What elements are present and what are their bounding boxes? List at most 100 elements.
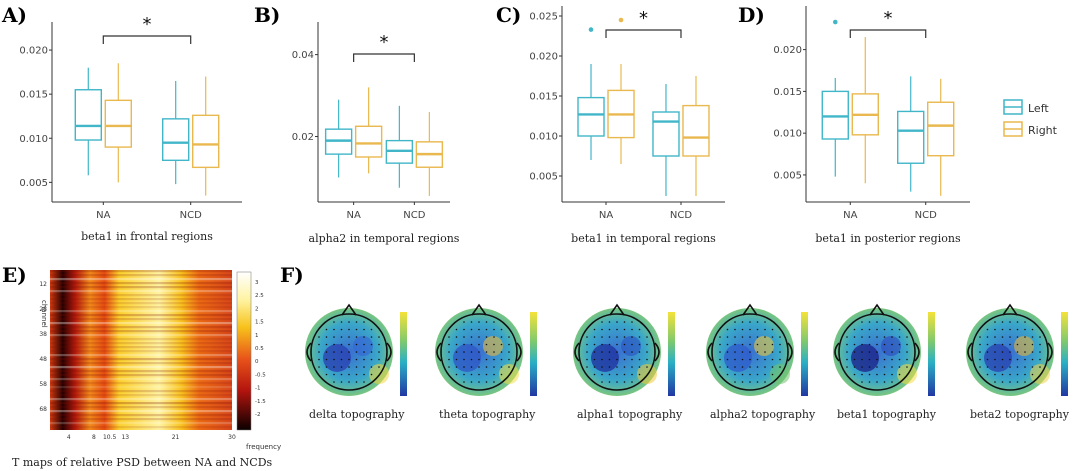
topo-electrode [891, 358, 893, 361]
topo-electrode [779, 358, 781, 361]
topo-electrode [355, 336, 358, 338]
topo-electrode [340, 328, 343, 331]
topo-electrode [616, 366, 618, 368]
topo-electrode [876, 381, 878, 383]
topo-electrode [986, 373, 989, 376]
topo-electrode [355, 321, 358, 323]
heatmap-y-tick: 12 [39, 281, 47, 288]
topo-electrode [1001, 358, 1004, 361]
topo-ear-right [787, 342, 793, 362]
topo-colorbar [668, 312, 675, 396]
x-axis-label: beta1 in temporal regions [571, 232, 716, 245]
topo-electrode [986, 336, 989, 338]
topo-blob [637, 364, 657, 384]
topo-electrode [586, 336, 588, 338]
topo-electrode [876, 328, 878, 331]
topo-electrode [623, 343, 626, 346]
x-axis-label: beta1 in posterior regions [815, 232, 961, 245]
topo-electrode [734, 321, 736, 323]
topo-electrode [500, 336, 503, 338]
topo-electrode [891, 343, 893, 346]
topo-electrode [906, 351, 908, 353]
topo-blob [453, 344, 481, 372]
topo-electrode [868, 381, 871, 383]
topo-electrode [586, 351, 588, 353]
heatmap-row [50, 322, 232, 325]
topo-electrode [891, 381, 893, 383]
topo-electrode [340, 366, 343, 368]
heatmap-y-tick: 58 [39, 381, 47, 388]
heatmap-row [50, 398, 232, 401]
heatmap-row [50, 270, 232, 273]
topo-electrode [470, 381, 473, 383]
topo-electrode [370, 373, 373, 376]
heatmap-row [50, 306, 232, 309]
topo-electrode [586, 366, 588, 368]
topo-electrode [601, 381, 603, 383]
y-tick-label: 0.010 [773, 129, 802, 140]
topo-electrode [756, 328, 759, 331]
topo-electrode [846, 336, 848, 338]
colorbar-tick: 2 [255, 306, 259, 312]
significance-bracket [849, 29, 927, 38]
topo-electrode [756, 358, 759, 361]
topo-electrode [348, 328, 350, 331]
topo-blob [591, 344, 619, 372]
x-axis-label: beta1 in frontal regions [81, 230, 213, 243]
topo-electrode [906, 336, 908, 338]
topo-head [578, 313, 656, 391]
topo-electrode [734, 358, 736, 361]
topo-electrode [764, 373, 766, 376]
topo-electrode [646, 366, 648, 368]
topo-electrode [478, 373, 480, 376]
topo-electrode [463, 373, 465, 376]
topo-electrode [853, 351, 856, 353]
topo-electrode [508, 351, 510, 353]
topo-colorbar [1061, 312, 1068, 396]
panel-label: A) [1, 3, 27, 27]
topo-electrode [1039, 343, 1041, 346]
topo-electrode [355, 381, 358, 383]
topo-electrode [318, 351, 320, 353]
topo-electrode [1001, 328, 1004, 331]
topo-electrode [741, 351, 744, 353]
heatmap-row [50, 426, 232, 429]
topo-electrode [500, 373, 503, 376]
topo-electrode [749, 381, 751, 383]
heatmap-x-tick: 13 [121, 434, 129, 441]
significance-star: * [380, 32, 389, 53]
heatmap-y-tick: 48 [39, 356, 47, 363]
topo-nose [341, 303, 357, 316]
topo-map: theta topography [435, 303, 537, 421]
topo-electrode [994, 381, 996, 383]
topo-electrode [979, 366, 981, 368]
heatmap-image [50, 270, 232, 430]
topo-electrode [1039, 366, 1041, 368]
topo-electrode [340, 358, 343, 361]
topo-electrode [868, 366, 871, 368]
y-tick-label: 0.020 [529, 52, 558, 63]
topo-electrode [370, 366, 373, 368]
topo-electrode [734, 381, 736, 383]
topo-electrode [493, 366, 495, 368]
heatmap-row [50, 370, 232, 373]
topo-electrode [463, 351, 465, 353]
topo-electrode [1016, 381, 1019, 383]
heatmap-row [50, 402, 232, 405]
topo-electrode [370, 358, 373, 361]
topo-electrode [1016, 351, 1019, 353]
topo-blob [369, 364, 389, 384]
topo-electrode [348, 381, 350, 383]
topo-label: alpha2 topography [710, 408, 816, 421]
topo-electrode [846, 358, 848, 361]
topo-electrode [631, 351, 633, 353]
topo-electrode [325, 351, 328, 353]
heatmap-row [50, 278, 232, 281]
topo-blob [724, 344, 752, 372]
topo-electrode [868, 336, 871, 338]
topo-electrode [749, 343, 751, 346]
topo-electrode [601, 321, 603, 323]
topo-ear-right [654, 342, 660, 362]
topo-electrode [485, 336, 488, 338]
topo-electrode [764, 366, 766, 368]
